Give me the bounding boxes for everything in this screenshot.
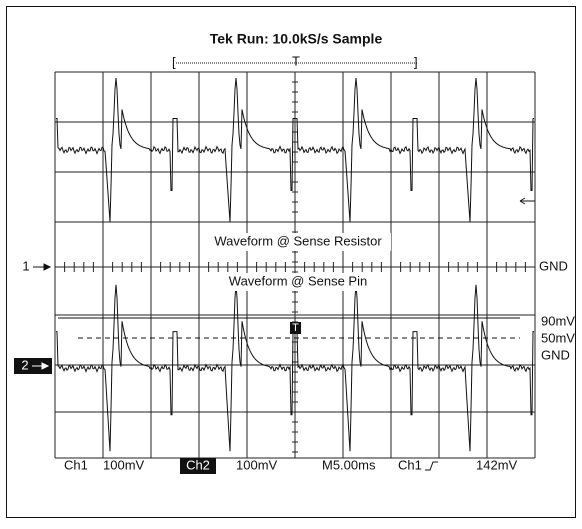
channel-arrow bbox=[33, 263, 52, 271]
channel-marker: 2 bbox=[21, 357, 28, 372]
readout: M5.00ms bbox=[322, 457, 376, 472]
label-bg bbox=[215, 273, 383, 291]
readout: 142mV bbox=[476, 457, 518, 472]
readout: 100mV bbox=[236, 457, 278, 472]
ground-label: GND bbox=[539, 258, 568, 273]
level-label: 50mV bbox=[541, 330, 575, 345]
readout-box bbox=[180, 458, 216, 474]
bracket: ] bbox=[414, 54, 418, 69]
trigger-position: T bbox=[292, 53, 300, 68]
trigger-marker: T bbox=[292, 322, 299, 334]
readout: 100mV bbox=[103, 457, 145, 472]
title: Tek Run: 10.0kS/s Sample bbox=[210, 31, 383, 47]
trace-label: Waveform @ Sense Resistor bbox=[214, 233, 382, 248]
trace-label: Waveform @ Sense Pin bbox=[229, 273, 367, 288]
trace-1 bbox=[56, 77, 534, 223]
readout: Ch2 bbox=[186, 457, 210, 472]
trigger-arrow bbox=[519, 197, 535, 205]
bracket: [ bbox=[172, 54, 176, 69]
graticule bbox=[54, 71, 536, 459]
level-label: 90mV bbox=[541, 313, 575, 328]
readout: Ch1 bbox=[64, 457, 88, 472]
readout: Ch1 bbox=[398, 457, 422, 472]
slope-icon bbox=[425, 461, 438, 471]
channel-arrow bbox=[32, 362, 50, 370]
ground-label: GND bbox=[541, 347, 570, 362]
label-bg bbox=[205, 233, 391, 251]
trigger-box bbox=[290, 322, 301, 334]
channel-marker: 1 bbox=[22, 258, 29, 273]
frame bbox=[6, 6, 576, 518]
